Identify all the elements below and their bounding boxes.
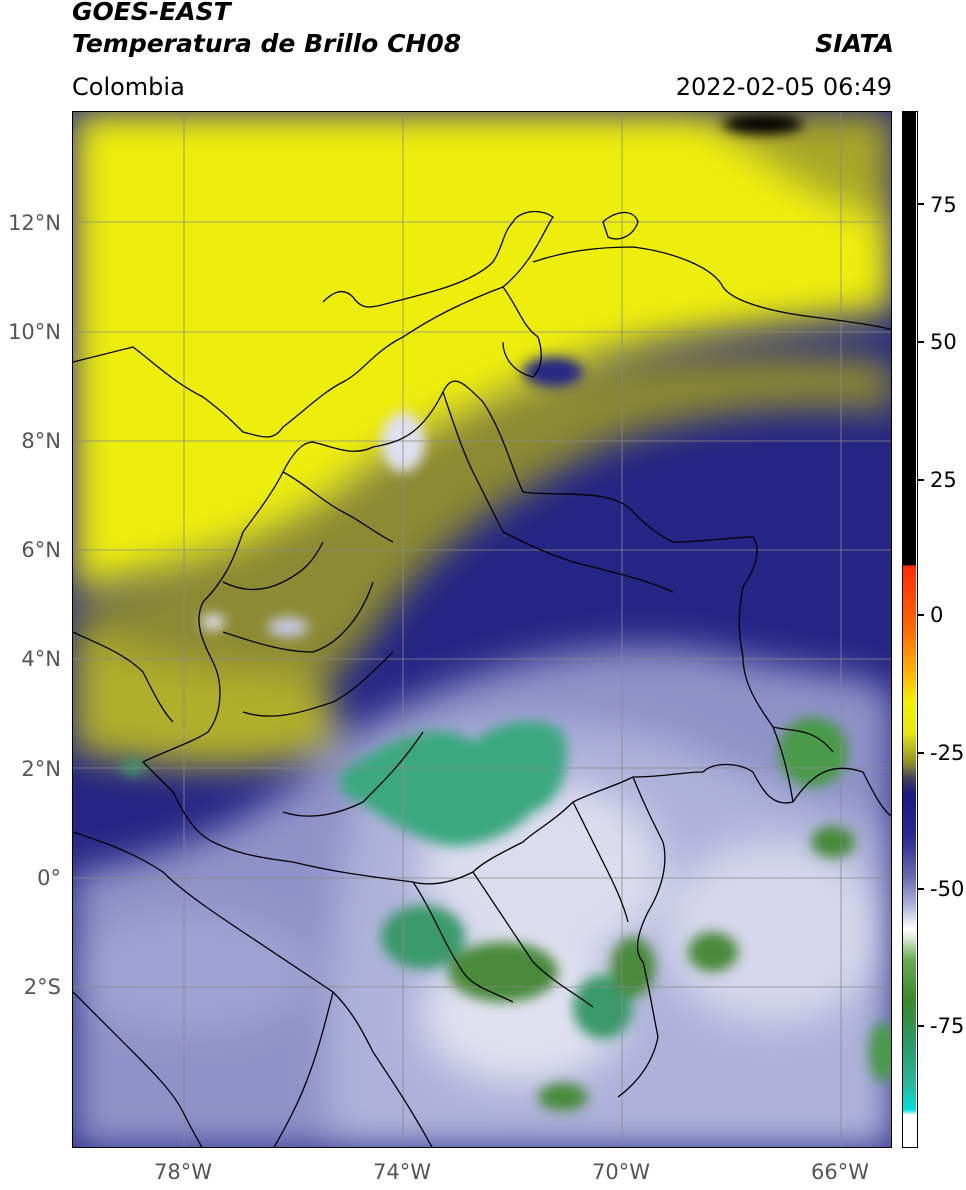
lon-label-70w: 70°W (592, 1160, 650, 1184)
white-cloud-2 (663, 842, 883, 1022)
colorbar-tick (918, 341, 924, 343)
colorbar-tick (918, 614, 924, 616)
lat-label-4n: 4°N (21, 647, 61, 671)
product-title: Temperatura de Brillo CH08 (72, 29, 462, 58)
white-patch-west (201, 614, 225, 630)
lat-label-10n: 10°N (8, 320, 61, 344)
lat-label-12n: 12°N (8, 211, 61, 235)
green-core-2 (448, 942, 558, 1002)
yellow-region (73, 112, 891, 592)
teal-core-main (339, 721, 567, 846)
colorbar-label-neg75: -75 (930, 1014, 965, 1038)
green-core-5 (688, 932, 738, 972)
colorbar-tick (918, 752, 924, 754)
dark-patch-northeast (723, 114, 803, 134)
lat-label-2n: 2°N (21, 757, 61, 781)
green-core-3 (573, 975, 633, 1039)
lon-label-74w: 74°W (373, 1160, 431, 1184)
colorbar-label-75: 75 (930, 193, 957, 217)
region-label: Colombia (72, 73, 185, 101)
green-core-7 (538, 1083, 588, 1111)
colorbar-tick (918, 1025, 924, 1027)
agency-label: SIATA (815, 29, 894, 58)
lat-label-6n: 6°N (21, 538, 61, 562)
map-image (73, 112, 891, 1147)
olive-zone (73, 354, 891, 752)
white-patch-west-2 (268, 617, 308, 637)
satellite-map (72, 111, 892, 1148)
lavender-cloud-west (73, 912, 313, 1032)
datetime-label: 2022-02-05 06:49 (675, 73, 892, 101)
colorbar-label-neg25: -25 (930, 741, 965, 765)
lat-label-8n: 8°N (21, 429, 61, 453)
green-core-9 (121, 759, 145, 775)
green-core-8 (811, 826, 855, 858)
lat-label-0: 0° (37, 866, 61, 890)
colorbar-tick (918, 888, 924, 890)
colorbar (902, 111, 918, 1148)
colorbar-tick (918, 203, 924, 205)
olive-northeast (693, 112, 891, 222)
lon-label-78w: 78°W (154, 1160, 212, 1184)
colorbar-label-0: 0 (930, 603, 944, 627)
colorbar-tick (918, 479, 924, 481)
country-borders (73, 210, 891, 1147)
lon-label-66w: 66°W (811, 1160, 869, 1184)
lat-label-2s: 2°S (23, 975, 61, 999)
colorbar-gradient (903, 112, 916, 1146)
olive-southwest (73, 632, 340, 767)
green-core-10 (869, 1022, 891, 1082)
navy-patch-north (523, 357, 583, 387)
graticule (73, 112, 891, 1147)
green-core-1 (381, 905, 465, 969)
colorbar-label-25: 25 (930, 468, 957, 492)
colorbar-label-neg50: -50 (930, 877, 965, 901)
satellite-title: GOES-EAST (72, 0, 231, 26)
colorbar-label-50: 50 (930, 330, 957, 354)
